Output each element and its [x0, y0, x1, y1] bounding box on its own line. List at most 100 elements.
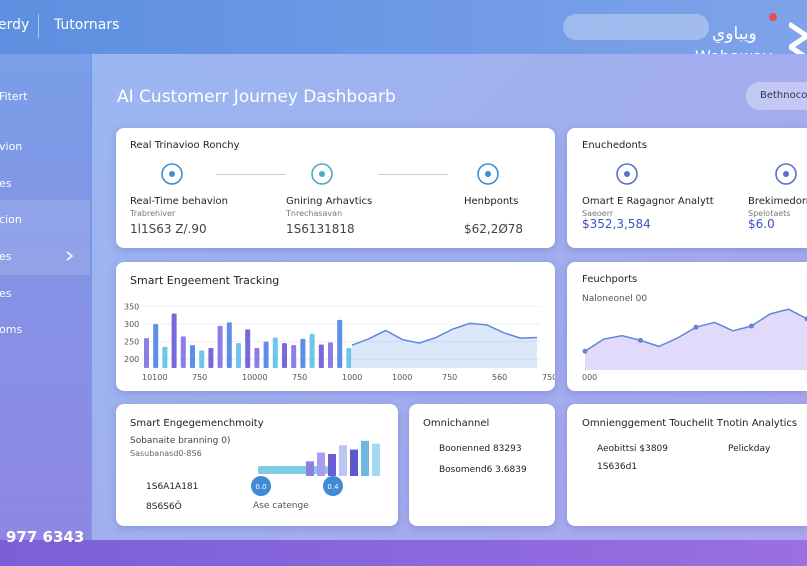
bar: [190, 345, 195, 368]
bubble: [323, 476, 343, 496]
icon-dot: [485, 171, 491, 177]
icon-shape: [311, 163, 333, 185]
point: [582, 348, 588, 354]
x-tick-label: 750: [542, 373, 555, 382]
icon-dot: [169, 171, 175, 177]
card-title: Smart Engeement Tracking: [130, 274, 280, 287]
bar: [300, 338, 306, 368]
page-title: AI Customerr Journey Dashboarb: [117, 87, 396, 107]
sidebar-item[interactable]: Fitert: [0, 90, 28, 103]
sidebar-item[interactable]: es: [0, 177, 12, 190]
y-tick-label: 250: [124, 338, 139, 347]
card-title: Real Trinavioo Ronchy: [130, 140, 240, 151]
point: [638, 337, 643, 343]
metric-sub: Saeoerr: [582, 209, 614, 218]
bar: [144, 338, 149, 368]
bar: [291, 345, 297, 368]
chevron-path: [66, 251, 74, 261]
stat: 8S6S6Ö: [146, 502, 182, 512]
card-title: Omnichannel: [423, 418, 490, 429]
icon-dot: [624, 171, 630, 177]
logo-arabic: ويباوي: [712, 24, 757, 44]
sidebar-item[interactable]: vion: [0, 140, 23, 153]
icon-dot: [783, 171, 789, 177]
bar: [245, 329, 251, 368]
point: [749, 323, 754, 329]
card-subtitle: Naloneonel 00: [582, 294, 648, 304]
bar: [226, 322, 232, 368]
card: Omnichannel Boonenned 83293 Bosomend6 3.68…: [409, 404, 555, 526]
x-tick-label: 750: [442, 373, 457, 382]
bar: [339, 445, 347, 476]
card-title: Enuchedonts: [582, 140, 647, 151]
bar: [337, 319, 343, 368]
bar: [309, 333, 315, 368]
x-tick-label: 1000: [392, 373, 412, 382]
x-tick-label: 750: [192, 373, 207, 382]
footer-band: [0, 540, 807, 566]
y-tick-label: 350: [124, 303, 139, 312]
x-tick-label: 10000: [242, 373, 267, 382]
chart: 000: [582, 308, 807, 382]
x-tick-label: 560: [492, 373, 507, 382]
note: Ase catenge: [253, 501, 309, 511]
card: Feuchports Naloneonel 00 000: [567, 262, 807, 391]
metric-label: Real-Time behavion: [130, 196, 229, 207]
point: [804, 316, 807, 322]
metric-sub: Trabrehiver: [130, 209, 176, 218]
icon-dot: [319, 171, 325, 177]
metric-label: Brekimedorr: [748, 196, 807, 207]
x-tick-label: 1000: [342, 373, 362, 382]
card: Real Trinavioo Ronchy Real-Time behavion T…: [116, 128, 555, 248]
icon-shape: [477, 163, 499, 185]
bubble: [251, 476, 271, 496]
bar: [272, 337, 278, 368]
phone: 977 6343: [6, 528, 85, 546]
icon: [477, 163, 499, 185]
stat: Bosomend6 3.6839: [439, 465, 527, 475]
header-button[interactable]: Bethnocor: [746, 82, 807, 110]
top-bar: [0, 0, 807, 54]
stat: Aeobittsi $3809: [597, 444, 668, 454]
card-title: Omnienggement Touchelit Tnotin Analytics: [582, 418, 798, 429]
card: Smart Engegemenchmoity Sobanaite branning…: [116, 404, 398, 526]
bar: [217, 325, 223, 368]
y-tick-label: 200: [124, 355, 139, 364]
sidebar-item[interactable]: es: [0, 250, 12, 263]
icon-shape: [161, 163, 183, 185]
card-line: Sobanaite branning 0): [130, 436, 231, 446]
bar: [208, 347, 214, 368]
metric-value: 1l1S63 Z/.90: [130, 222, 207, 236]
divider: [216, 174, 286, 175]
x-tick-label: 10100: [142, 373, 167, 382]
nav-link[interactable]: Tutornars: [54, 17, 120, 33]
metric-value: $6.0: [748, 217, 775, 231]
sidebar-item[interactable]: cion: [0, 213, 22, 226]
bar: [254, 347, 260, 368]
bar: [282, 343, 287, 368]
sidebar-item[interactable]: oms: [0, 323, 23, 336]
metric-value: $62,2Ø78: [464, 222, 524, 236]
sidebar-item[interactable]: es: [0, 287, 12, 300]
bar: [171, 313, 177, 368]
bar: [153, 324, 159, 368]
card: Enuchedonts Omart E Ragagnor Analytt Saeoe…: [567, 128, 807, 248]
icon: [775, 163, 797, 185]
metric-sub: Tnrechasavan: [286, 209, 343, 218]
bar: [162, 346, 168, 368]
stat: 1S6A1A181: [146, 482, 199, 492]
bar: [236, 343, 241, 368]
bubble-label: 0.4: [327, 483, 339, 491]
line-area: [352, 323, 537, 368]
icon-shape: [775, 163, 797, 185]
search-bar[interactable]: [563, 14, 709, 40]
card: Omnienggement Touchelit Tnotin Analytics…: [567, 404, 807, 526]
sidebar-highlight: [0, 200, 90, 275]
bar: [180, 336, 186, 368]
metric-label: Henbponts: [464, 196, 519, 207]
side-label: Pelickday: [728, 444, 771, 454]
area: [585, 309, 807, 370]
metric-value: 1S6131818: [286, 222, 355, 236]
